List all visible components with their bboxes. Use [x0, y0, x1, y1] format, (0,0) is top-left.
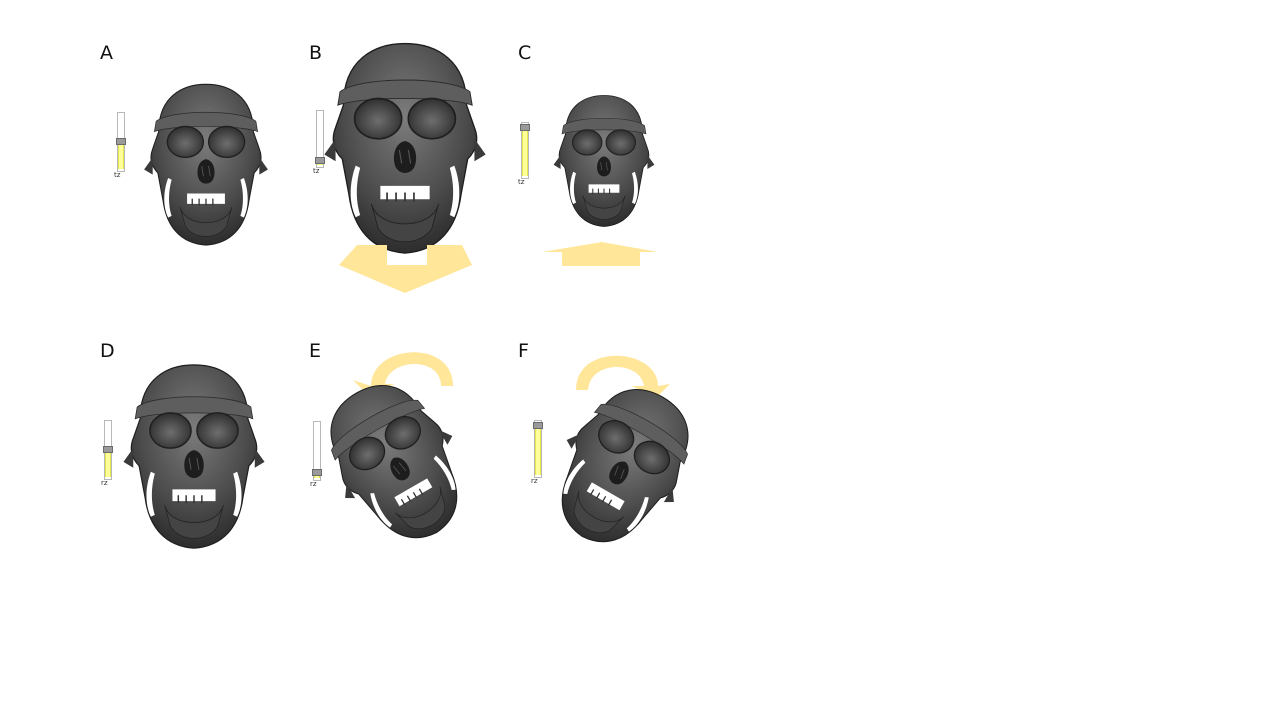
- slider-caption: tz: [518, 178, 525, 186]
- arrow-down-icon: [339, 245, 472, 293]
- rz-slider[interactable]: rz: [310, 421, 322, 488]
- panel-d: D rz: [96, 338, 296, 608]
- slider-fill: [317, 163, 323, 165]
- tz-slider[interactable]: tz: [114, 112, 126, 179]
- panel-f: F rz: [514, 338, 718, 608]
- slider-fill: [118, 144, 124, 169]
- panel-label: E: [309, 340, 322, 362]
- rotate-counterclockwise-icon: [353, 352, 453, 394]
- panel-a: A tz: [96, 40, 296, 310]
- slider-thumb[interactable]: [533, 422, 543, 430]
- panel-label: C: [518, 42, 532, 64]
- arrow-up-icon: [542, 242, 658, 266]
- rz-slider[interactable]: rz: [101, 420, 113, 487]
- slider-fill: [105, 452, 111, 477]
- slider-track: [316, 110, 324, 168]
- skull-image: [528, 365, 718, 569]
- skull-image: [122, 364, 266, 549]
- slider-thumb[interactable]: [520, 124, 530, 132]
- slider-caption: rz: [531, 477, 538, 485]
- panel-label: A: [100, 42, 113, 64]
- slider-fill: [314, 476, 320, 478]
- rz-slider[interactable]: rz: [531, 420, 543, 485]
- slider-caption: rz: [310, 480, 317, 488]
- slider-thumb[interactable]: [103, 445, 113, 453]
- slider-thumb[interactable]: [312, 469, 322, 477]
- panel-label: B: [309, 42, 323, 64]
- panel-b: B tz: [305, 40, 505, 310]
- tz-slider[interactable]: tz: [518, 122, 530, 186]
- panel-e: E rz: [301, 338, 505, 608]
- slider-thumb[interactable]: [116, 137, 126, 145]
- slider-caption: rz: [101, 479, 108, 487]
- tz-slider[interactable]: tz: [313, 110, 325, 175]
- skull-image: [301, 361, 491, 565]
- panel-c: C tz: [514, 40, 714, 310]
- skull-image: [143, 83, 269, 246]
- slider-thumb[interactable]: [315, 156, 325, 164]
- slider-caption: tz: [313, 167, 320, 175]
- panel-label: F: [518, 340, 529, 362]
- slider-fill: [522, 131, 528, 176]
- rotate-clockwise-icon: [576, 355, 670, 398]
- slider-caption: tz: [114, 171, 121, 179]
- panel-label: D: [100, 340, 115, 362]
- slider-fill: [535, 429, 541, 475]
- slider-track: [313, 421, 321, 481]
